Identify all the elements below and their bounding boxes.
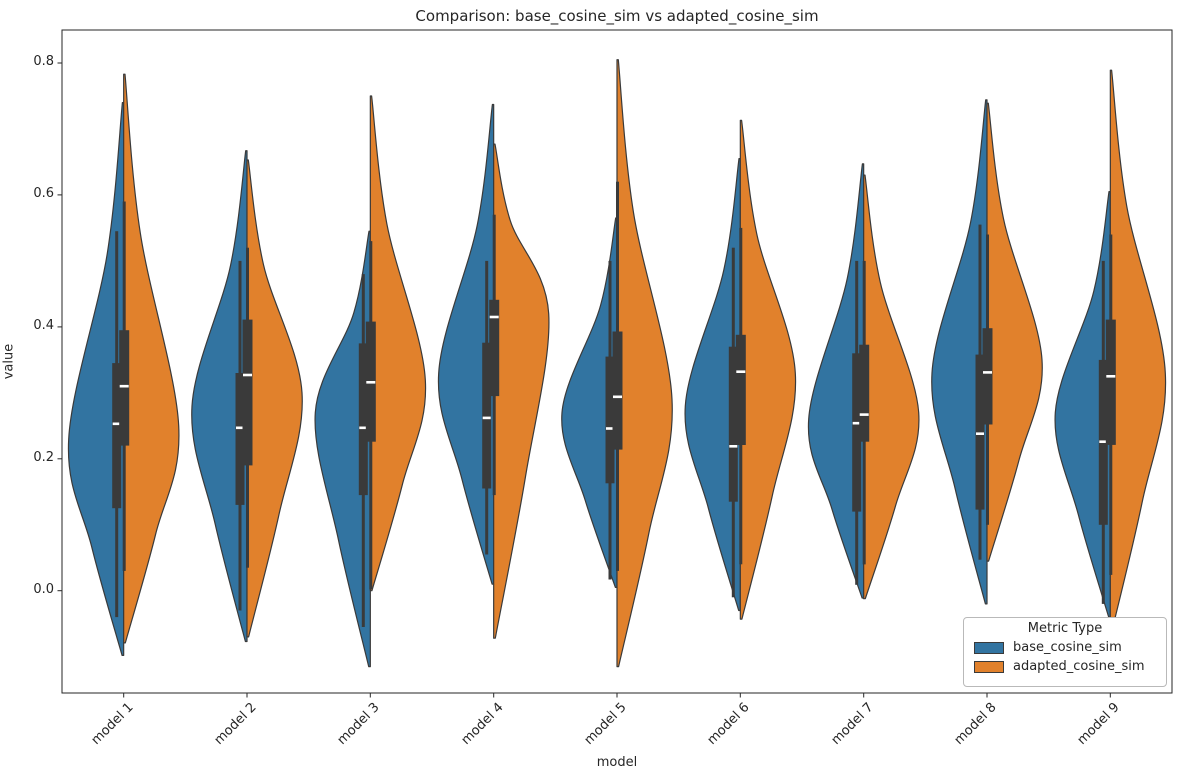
violin-base_cosine_sim-model-3 — [314, 230, 371, 668]
legend-item-base: base_cosine_sim — [974, 638, 1156, 657]
median-dash-adapted_cosine_sim-4 — [489, 315, 499, 319]
violin-adapted_cosine_sim-model-9 — [1109, 69, 1167, 632]
median-dash-base_cosine_sim-7 — [852, 421, 861, 425]
iqr-box-base_cosine_sim-6 — [728, 346, 738, 502]
median-dash-base_cosine_sim-4 — [482, 416, 491, 420]
median-dash-adapted_cosine_sim-7 — [859, 413, 869, 416]
chart-title: Comparison: base_cosine_sim vs adapted_c… — [415, 7, 819, 25]
violin-adapted_cosine_sim-model-2 — [246, 159, 303, 638]
median-dash-adapted_cosine_sim-9 — [1106, 375, 1116, 378]
iqr-box-adapted_cosine_sim-8 — [982, 328, 993, 425]
violin-adapted_cosine_sim-model-4 — [493, 143, 550, 639]
violin-base_cosine_sim-model-7 — [807, 163, 865, 599]
median-dash-base_cosine_sim-3 — [359, 426, 368, 430]
median-dash-base_cosine_sim-9 — [1099, 440, 1108, 443]
iqr-box-base_cosine_sim-4 — [482, 342, 492, 489]
violin-base_cosine_sim-model-6 — [684, 158, 741, 612]
violin-base_cosine_sim-model-4 — [437, 103, 495, 585]
median-dash-adapted_cosine_sim-2 — [243, 373, 252, 377]
median-dash-base_cosine_sim-2 — [236, 426, 244, 430]
violin-base_cosine_sim-model-8 — [931, 99, 988, 605]
y-axis-label: value — [1, 343, 17, 380]
iqr-box-adapted_cosine_sim-4 — [489, 299, 500, 397]
violin-base_cosine_sim-model-2 — [191, 150, 248, 643]
iqr-box-adapted_cosine_sim-9 — [1105, 319, 1116, 445]
median-dash-adapted_cosine_sim-6 — [736, 370, 746, 373]
violin-adapted_cosine_sim-model-6 — [739, 119, 797, 620]
iqr-box-adapted_cosine_sim-1 — [119, 330, 130, 446]
iqr-box-base_cosine_sim-5 — [605, 356, 615, 484]
legend-swatch-base-icon — [974, 641, 1004, 654]
violin-adapted_cosine_sim-model-3 — [369, 95, 427, 592]
legend: Metric Type base_cosine_sim adapted_cosi… — [963, 617, 1167, 687]
y-tick-label: 0.0 — [33, 582, 54, 598]
violin-adapted_cosine_sim-model-5 — [616, 59, 673, 668]
median-dash-base_cosine_sim-6 — [729, 445, 738, 448]
violin-adapted_cosine_sim-model-8 — [986, 102, 1043, 562]
iqr-box-adapted_cosine_sim-5 — [612, 331, 623, 450]
iqr-box-adapted_cosine_sim-6 — [735, 334, 746, 445]
x-axis-label: model — [596, 755, 638, 770]
median-dash-base_cosine_sim-5 — [606, 427, 614, 430]
median-dash-adapted_cosine_sim-3 — [366, 381, 376, 384]
iqr-box-base_cosine_sim-7 — [852, 353, 862, 512]
legend-title: Metric Type — [1027, 621, 1103, 636]
median-dash-adapted_cosine_sim-8 — [983, 371, 992, 374]
violin-base_cosine_sim-model-1 — [67, 102, 125, 656]
iqr-box-base_cosine_sim-8 — [975, 354, 985, 510]
legend-item-adapted: adapted_cosine_sim — [974, 657, 1156, 676]
iqr-box-adapted_cosine_sim-7 — [859, 344, 870, 442]
y-tick-label: 0.2 — [33, 450, 54, 466]
y-tick-label: 0.4 — [33, 318, 54, 334]
median-dash-base_cosine_sim-1 — [112, 422, 121, 426]
median-dash-adapted_cosine_sim-1 — [119, 384, 129, 388]
legend-label-adapted: adapted_cosine_sim — [1013, 659, 1145, 674]
violin-adapted_cosine_sim-model-1 — [123, 73, 180, 644]
violin-base_cosine_sim-model-9 — [1054, 191, 1111, 618]
y-tick-label: 0.6 — [33, 186, 54, 202]
iqr-box-adapted_cosine_sim-2 — [242, 319, 253, 466]
y-tick-label: 0.8 — [33, 54, 54, 70]
iqr-box-base_cosine_sim-2 — [235, 373, 245, 505]
violin-base_cosine_sim-model-5 — [561, 217, 618, 588]
violin-adapted_cosine_sim-model-7 — [863, 174, 920, 600]
legend-swatch-adapted-icon — [974, 660, 1004, 673]
legend-label-base: base_cosine_sim — [1013, 640, 1122, 655]
median-dash-adapted_cosine_sim-5 — [613, 395, 622, 399]
iqr-box-base_cosine_sim-1 — [112, 363, 122, 509]
median-dash-base_cosine_sim-8 — [976, 432, 984, 435]
iqr-box-base_cosine_sim-3 — [358, 343, 368, 496]
